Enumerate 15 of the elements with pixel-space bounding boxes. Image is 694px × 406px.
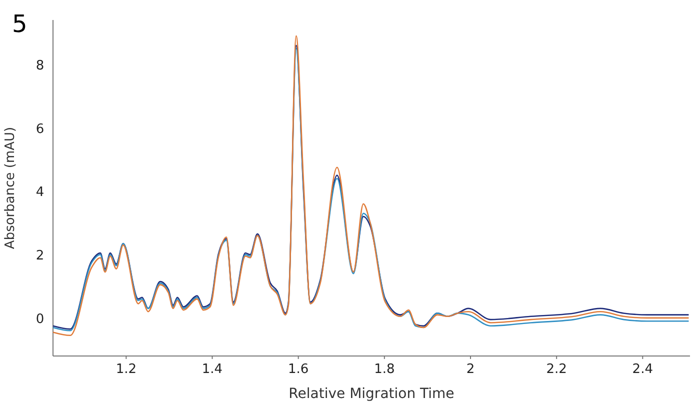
x-tick-label: 1.4	[202, 362, 223, 377]
y-tick-label: 6	[36, 122, 44, 137]
y-tick-label: 0	[36, 312, 44, 327]
x-tick-label: 1.8	[374, 362, 395, 377]
x-tick-label: 2.4	[632, 362, 653, 377]
y-axis-title: Absorbance (mAU)	[3, 126, 18, 250]
x-tick-label: 1.6	[288, 362, 309, 377]
x-tick-label: 2.2	[546, 362, 567, 377]
x-tick-label: 2	[466, 362, 475, 377]
chart-title: 5	[12, 10, 28, 38]
y-tick-label: 4	[36, 185, 44, 200]
y-tick-label: 2	[36, 248, 44, 264]
x-tick-label: 1.2	[116, 362, 137, 377]
x-axis-title: Relative Migration Time	[288, 386, 454, 402]
y-tick-label: 8	[36, 58, 44, 74]
